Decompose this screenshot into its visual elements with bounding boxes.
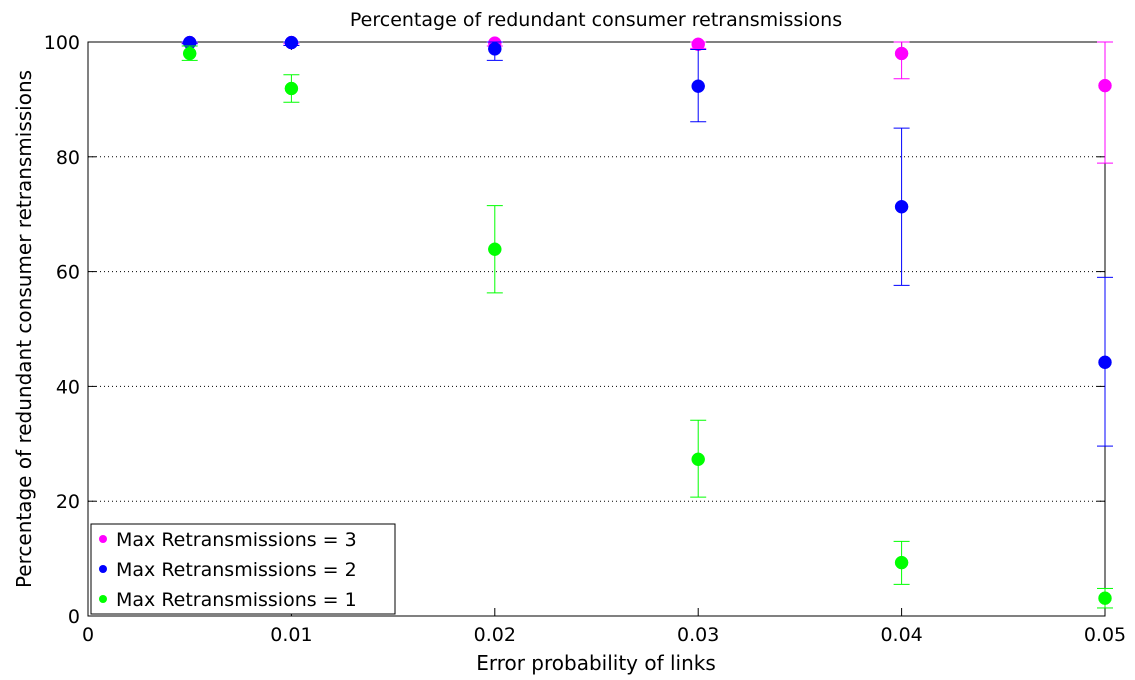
- legend-box: [90, 523, 396, 615]
- x-tick-label: 0: [82, 624, 94, 646]
- y-tick-label: 100: [44, 32, 80, 54]
- y-tick-label: 80: [56, 147, 80, 169]
- series-2: [181, 35, 1113, 447]
- data-marks: [181, 35, 1113, 609]
- x-tick-label: 0.02: [474, 624, 516, 646]
- data-point: [1098, 78, 1112, 93]
- data-point: [488, 242, 502, 256]
- legend-label: Max Retransmissions = 3: [116, 529, 357, 551]
- legend-label: Max Retransmissions = 2: [116, 559, 357, 581]
- data-point: [691, 79, 705, 93]
- data-point: [1098, 591, 1112, 605]
- axis-ticks: 0 20 40 60 80 100 0 0.01 0.02 0.03 0.04 0.05: [44, 32, 1126, 646]
- legend-label: Max Retransmissions = 1: [116, 589, 357, 611]
- y-axis-label: Percentage of redundant consumer retrans…: [12, 70, 36, 588]
- data-point: [182, 46, 197, 61]
- data-point: [691, 452, 705, 467]
- data-point: [691, 37, 705, 52]
- legend-marker: [99, 535, 107, 543]
- data-point: [284, 81, 299, 96]
- series-3: [181, 45, 1113, 609]
- legend-marker: [99, 595, 107, 603]
- x-axis-label: Error probability of links: [476, 651, 716, 675]
- legend: Max Retransmissions = 3 Max Retransmissio…: [90, 523, 396, 615]
- data-point: [894, 555, 909, 570]
- x-tick-label: 0.04: [880, 624, 922, 646]
- x-tick-label: 0.05: [1084, 624, 1126, 646]
- y-tick-label: 0: [68, 606, 80, 628]
- chart-title: Percentage of redundant consumer retrans…: [350, 9, 842, 31]
- x-tick-label: 0.01: [270, 624, 312, 646]
- data-point: [284, 35, 299, 50]
- data-point: [488, 42, 502, 56]
- y-tick-label: 20: [56, 491, 80, 513]
- y-tick-label: 40: [56, 376, 80, 398]
- y-tick-label: 60: [56, 262, 80, 284]
- grid: [88, 156, 1105, 502]
- data-point: [894, 46, 909, 61]
- x-tick-label: 0.03: [677, 624, 719, 646]
- data-point: [1098, 355, 1112, 370]
- legend-marker: [99, 565, 107, 573]
- data-point: [894, 199, 909, 214]
